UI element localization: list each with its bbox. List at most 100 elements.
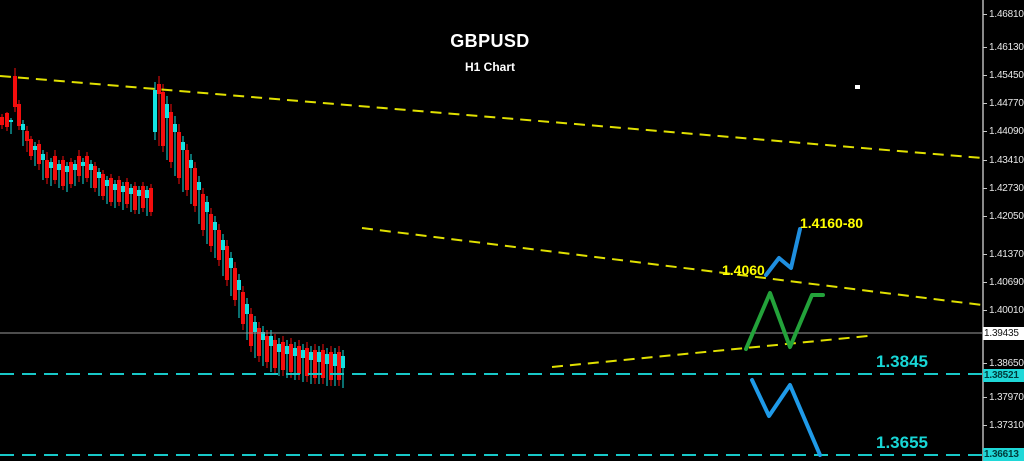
candle-body: [45, 160, 49, 178]
tick-mark: [983, 47, 987, 48]
candle-body: [269, 336, 273, 346]
candle-body: [261, 332, 265, 340]
current-price-tag: 1.39435: [983, 327, 1024, 340]
candlestick-series: [0, 68, 345, 388]
candle-body: [277, 344, 281, 352]
tick-mark: [983, 131, 987, 132]
tick-mark: [983, 160, 987, 161]
annotation-support-2: 1.3655: [876, 433, 928, 452]
tick-mark: [983, 397, 987, 398]
candle-body: [257, 328, 261, 356]
tick-mark: [983, 216, 987, 217]
axis-tick: 1.37970: [982, 392, 1024, 404]
candle-body: [25, 131, 29, 141]
candle-body: [249, 314, 253, 346]
candle-body: [117, 180, 121, 202]
tick-mark: [983, 75, 987, 76]
tick-label: 1.45450: [989, 70, 1024, 81]
candle-body: [121, 186, 125, 192]
tick-mark: [983, 188, 987, 189]
level-price-tag: 1.36613: [983, 448, 1024, 461]
candle-body: [221, 240, 225, 250]
axis-tick: 1.40690: [982, 277, 1024, 289]
tick-mark: [983, 254, 987, 255]
candle-body: [189, 160, 193, 168]
candle-body: [37, 144, 41, 164]
candle-body: [57, 164, 61, 170]
candle-body: [53, 156, 57, 180]
axis-tick: 1.45450: [982, 70, 1024, 82]
tick-mark: [983, 14, 987, 15]
axis-tick: 1.46810: [982, 9, 1024, 21]
candle-body: [41, 154, 45, 160]
tick-mark: [983, 310, 987, 311]
candle-body: [73, 164, 77, 170]
mid-resistance: [361, 227, 982, 306]
tick-label: 1.43410: [989, 155, 1024, 166]
candle-body: [265, 336, 269, 362]
candle-body: [313, 350, 317, 378]
tick-label: 1.46810: [989, 9, 1024, 20]
candle-body: [325, 354, 329, 364]
candle-body: [201, 194, 205, 230]
candle-body: [193, 168, 197, 206]
candle-body: [281, 342, 285, 370]
level-price-tag: 1.38521: [983, 369, 1024, 382]
price-plot-area[interactable]: [0, 0, 982, 461]
tick-label: 1.44770: [989, 98, 1024, 109]
candle-body: [285, 346, 289, 354]
tick-mark: [983, 425, 987, 426]
tick-label: 1.37970: [989, 392, 1024, 403]
blue-zigzag-down: [750, 378, 822, 457]
axis-tick: 1.42050: [982, 211, 1024, 223]
candle-body: [9, 120, 13, 122]
candle-body: [217, 230, 221, 260]
candle-body: [237, 280, 241, 290]
upper-resistance: [0, 75, 982, 159]
annotation-target-upper: 1.4160-80: [800, 215, 864, 231]
tick-label: 1.41370: [989, 249, 1024, 260]
candle-body: [213, 222, 217, 230]
candle-body: [29, 139, 33, 156]
candle-body: [109, 178, 113, 202]
axis-tick: 1.42730: [982, 183, 1024, 195]
candle-body: [133, 186, 137, 210]
tick-label: 1.44090: [989, 126, 1024, 137]
axis-tick: 1.37310: [982, 420, 1024, 432]
candle-body: [289, 344, 293, 372]
candle-body: [125, 182, 129, 204]
chart-overlays: [0, 75, 982, 457]
green-zigzag: [744, 291, 825, 351]
candle-body: [337, 352, 341, 380]
candle-body: [165, 104, 169, 118]
candle-body: [329, 352, 333, 380]
tick-label: 1.42730: [989, 183, 1024, 194]
candle-body: [69, 162, 73, 184]
candle-body: [181, 142, 185, 150]
candle-body: [293, 348, 297, 356]
candle-body: [61, 160, 65, 186]
candle-body: [273, 340, 277, 368]
candle-body: [13, 76, 17, 107]
price-axis[interactable]: 1.46810 1.46130 1.45450 1.44770 1.44090 1.434…: [982, 0, 1024, 461]
candle-body: [197, 182, 201, 190]
candle-body: [141, 186, 145, 208]
candle-body: [205, 202, 209, 212]
tick-mark: [983, 103, 987, 104]
candle-body: [5, 113, 9, 127]
tick-label: 1.37310: [989, 420, 1024, 431]
candle-body: [309, 352, 313, 360]
candle-body: [77, 156, 81, 176]
blue-zigzag-up: [764, 227, 802, 277]
candle-body: [321, 350, 325, 378]
candle-body: [177, 132, 181, 178]
candle-body: [161, 92, 165, 146]
tick-mark: [983, 282, 987, 283]
candle-body: [153, 90, 157, 132]
candle-body: [241, 292, 245, 324]
candle-body: [229, 258, 233, 268]
candle-body: [145, 190, 149, 198]
axis-tick: 1.41370: [982, 249, 1024, 261]
candle-body: [173, 124, 177, 132]
